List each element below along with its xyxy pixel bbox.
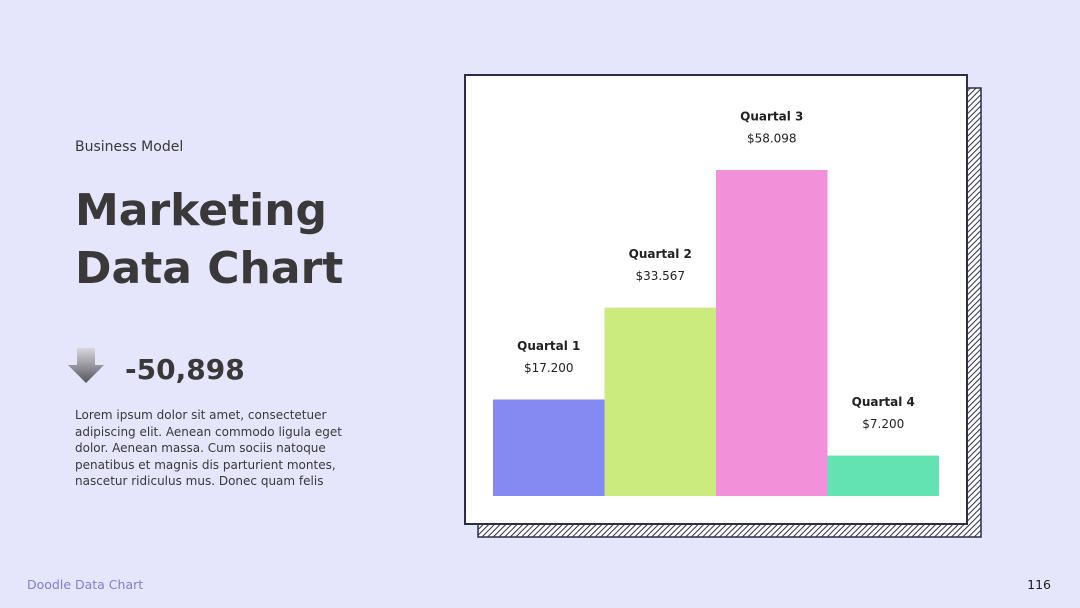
slide-title: Marketing Data Chart [75,182,343,298]
stat-value: -50,898 [125,353,245,386]
bar [827,455,939,496]
value-label: $58.098 [747,132,797,146]
value-label: $7.200 [862,417,904,431]
kicker: Business Model [75,139,184,155]
category-label: Quartal 1 [517,339,580,353]
category-label: Quartal 4 [852,395,915,409]
bar [604,307,716,496]
title-line: Data Chart [75,243,344,294]
category-label: Quartal 3 [740,110,803,124]
category-label: Quartal 2 [629,247,692,261]
down-arrow-icon [68,348,104,383]
value-label: $17.200 [524,361,574,375]
bar [493,399,605,496]
footer-brand: Doodle Data Chart [27,577,144,592]
bar [716,170,828,496]
title-line: Marketing [75,185,328,236]
value-label: $33.567 [635,269,685,283]
body-text: Lorem ipsum dolor sit amet, consectetuer… [75,408,342,488]
page-number: 116 [1027,577,1051,592]
